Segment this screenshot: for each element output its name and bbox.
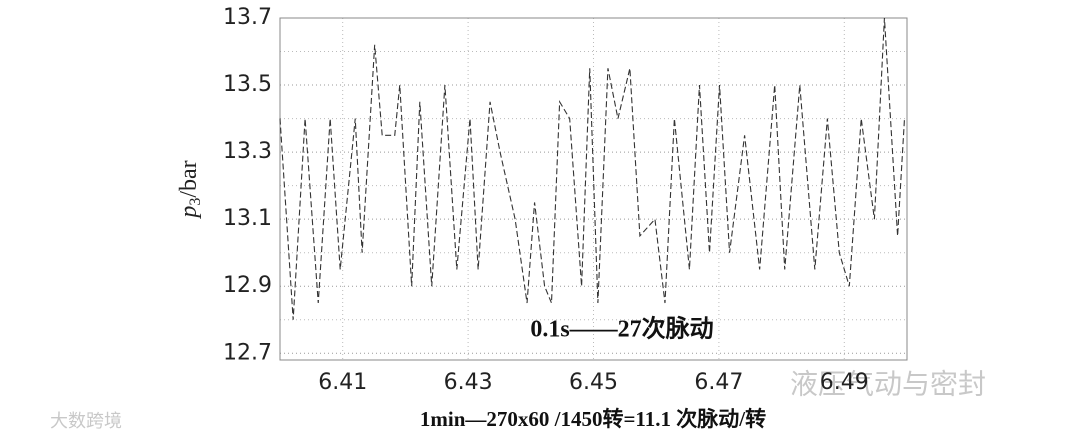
y-label-subscript: 3 (187, 198, 204, 206)
plot-frame (279, 17, 908, 361)
watermark: 液压气动与密封 (790, 368, 986, 399)
data-line (279, 17, 906, 320)
annotation: 0.1s——27次脉动 (530, 316, 713, 343)
x-tick-label: 6.47 (694, 370, 743, 395)
x-tick-label: 6.41 (318, 370, 367, 395)
y-tick-label: 13.1 (223, 206, 272, 231)
x-tick-label: 6.45 (569, 370, 618, 395)
x-axis-label: 1min—270x60 /1450转=11.1 次脉动/转 (420, 407, 766, 431)
y-tick-label: 12.9 (223, 273, 272, 298)
y-label-unit: /bar (176, 160, 202, 197)
y-tick-label: 12.7 (223, 340, 272, 365)
y-label-symbol: p (176, 206, 202, 220)
x-tick-label: 6.43 (444, 370, 493, 395)
y-tick-label: 13.5 (223, 72, 272, 97)
y-axis-label: p3/bar (176, 160, 204, 219)
y-tick-label: 13.3 (223, 139, 272, 164)
y-tick-label: 13.7 (223, 5, 272, 30)
x-tick-label: 6.49 (820, 370, 869, 395)
watermark: 大数跨境 (50, 411, 122, 431)
